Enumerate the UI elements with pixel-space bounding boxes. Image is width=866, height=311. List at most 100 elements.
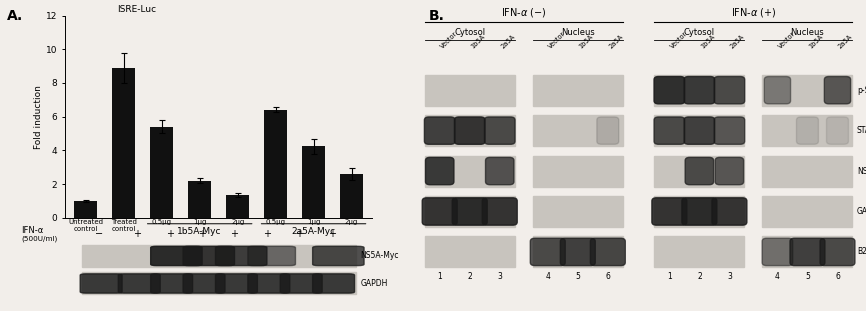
FancyBboxPatch shape xyxy=(684,77,714,104)
FancyBboxPatch shape xyxy=(484,117,515,144)
FancyBboxPatch shape xyxy=(591,238,625,266)
FancyBboxPatch shape xyxy=(682,198,717,225)
Bar xyxy=(188,181,211,218)
Bar xyxy=(74,201,97,218)
FancyBboxPatch shape xyxy=(714,117,745,144)
Text: 6: 6 xyxy=(605,272,611,281)
Text: Vector: Vector xyxy=(778,30,797,49)
Bar xyxy=(302,146,325,218)
Bar xyxy=(655,115,745,146)
Text: Cytosol: Cytosol xyxy=(454,28,485,37)
Bar xyxy=(424,115,514,146)
Text: 6: 6 xyxy=(835,272,840,281)
FancyBboxPatch shape xyxy=(790,238,825,266)
Text: 2a5A: 2a5A xyxy=(837,33,854,49)
FancyBboxPatch shape xyxy=(765,77,791,104)
Text: 3: 3 xyxy=(727,272,732,281)
Bar xyxy=(113,68,135,218)
Text: Cytosol: Cytosol xyxy=(684,28,715,37)
Bar xyxy=(226,195,249,218)
Text: +: + xyxy=(133,229,141,239)
FancyBboxPatch shape xyxy=(684,117,714,144)
Text: 2a5A: 2a5A xyxy=(500,33,516,49)
Bar xyxy=(533,196,623,227)
FancyBboxPatch shape xyxy=(425,157,454,185)
Text: Nucleus: Nucleus xyxy=(791,28,824,37)
Bar xyxy=(655,196,745,227)
Bar xyxy=(762,156,852,187)
FancyBboxPatch shape xyxy=(119,274,160,293)
FancyBboxPatch shape xyxy=(486,157,514,185)
Bar xyxy=(424,196,514,227)
FancyBboxPatch shape xyxy=(652,198,687,225)
FancyBboxPatch shape xyxy=(424,117,455,144)
Text: 1b5A: 1b5A xyxy=(807,33,824,49)
Text: +: + xyxy=(295,229,303,239)
FancyBboxPatch shape xyxy=(313,274,354,293)
Text: (500U/ml): (500U/ml) xyxy=(21,235,57,242)
Text: B.: B. xyxy=(429,9,444,23)
Bar xyxy=(424,75,514,106)
Text: NS5A-Myc: NS5A-Myc xyxy=(360,252,398,260)
FancyBboxPatch shape xyxy=(151,246,202,266)
Bar xyxy=(424,156,514,187)
Text: 1: 1 xyxy=(437,272,442,281)
Text: GAPDH: GAPDH xyxy=(360,279,388,288)
Text: Vector: Vector xyxy=(669,30,688,49)
FancyBboxPatch shape xyxy=(712,198,746,225)
Text: Vector: Vector xyxy=(548,30,567,49)
FancyBboxPatch shape xyxy=(281,274,322,293)
Bar xyxy=(151,127,173,218)
Text: p-STAT1: p-STAT1 xyxy=(857,86,866,95)
FancyBboxPatch shape xyxy=(455,117,485,144)
Text: 1b5A-Myc: 1b5A-Myc xyxy=(178,227,222,236)
FancyBboxPatch shape xyxy=(248,246,295,266)
Text: 2a5A: 2a5A xyxy=(608,33,624,49)
Text: +: + xyxy=(327,229,336,239)
Text: ISRE-Luc: ISRE-Luc xyxy=(117,5,157,13)
Text: 4: 4 xyxy=(546,272,550,281)
Text: 1b5A: 1b5A xyxy=(469,33,486,49)
Text: 2: 2 xyxy=(468,272,472,281)
FancyBboxPatch shape xyxy=(81,274,122,293)
Bar xyxy=(533,156,623,187)
Text: NS5A-myc: NS5A-myc xyxy=(857,167,866,175)
FancyBboxPatch shape xyxy=(151,274,192,293)
Text: 3: 3 xyxy=(497,272,502,281)
Text: 1b5A: 1b5A xyxy=(700,33,715,49)
Bar xyxy=(655,75,745,106)
FancyBboxPatch shape xyxy=(714,77,745,104)
Text: 5: 5 xyxy=(575,272,580,281)
FancyBboxPatch shape xyxy=(820,238,855,266)
Bar xyxy=(655,156,745,187)
FancyBboxPatch shape xyxy=(248,274,290,293)
FancyBboxPatch shape xyxy=(824,77,850,104)
FancyBboxPatch shape xyxy=(685,157,714,185)
FancyBboxPatch shape xyxy=(654,77,685,104)
FancyBboxPatch shape xyxy=(423,198,457,225)
Bar xyxy=(424,236,514,267)
Bar xyxy=(762,115,852,146)
Text: A.: A. xyxy=(7,9,23,23)
FancyBboxPatch shape xyxy=(452,198,488,225)
FancyBboxPatch shape xyxy=(826,117,849,144)
FancyBboxPatch shape xyxy=(797,117,818,144)
FancyBboxPatch shape xyxy=(216,246,267,266)
Text: +: + xyxy=(198,229,206,239)
Text: 1b5A: 1b5A xyxy=(578,33,594,49)
Text: Nucleus: Nucleus xyxy=(561,28,595,37)
Bar xyxy=(762,236,852,267)
FancyBboxPatch shape xyxy=(654,117,685,144)
Text: +: + xyxy=(165,229,174,239)
Bar xyxy=(340,174,363,218)
Bar xyxy=(82,272,357,295)
FancyBboxPatch shape xyxy=(313,246,364,266)
Text: 5: 5 xyxy=(805,272,810,281)
Bar xyxy=(533,75,623,106)
Bar xyxy=(655,236,745,267)
FancyBboxPatch shape xyxy=(482,198,517,225)
Text: B23: B23 xyxy=(857,248,866,256)
Text: 4: 4 xyxy=(775,272,780,281)
FancyBboxPatch shape xyxy=(715,157,744,185)
Text: 1: 1 xyxy=(667,272,672,281)
